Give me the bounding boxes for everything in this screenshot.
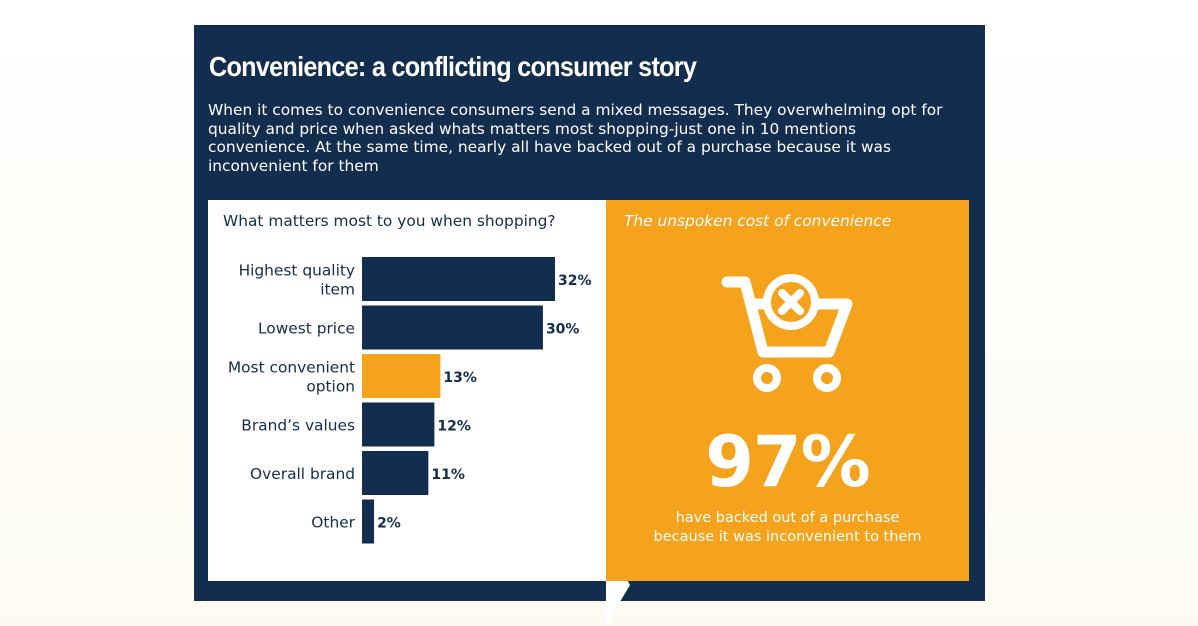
- value-label-4: 12%: [437, 419, 471, 435]
- callout-title: The unspoken cost of convenience: [624, 212, 892, 230]
- category-label-2-line-1: Lowest price: [258, 320, 355, 338]
- category-label-4-line-1: Brand’s values: [241, 417, 355, 435]
- category-label-6: Other: [311, 514, 355, 532]
- bar-1: [362, 257, 555, 301]
- bar-2: [362, 305, 543, 350]
- stat-caption-line-1: have backed out of a purchase: [675, 510, 900, 526]
- category-label-5-line-1: Overall brand: [250, 465, 355, 483]
- category-label-6-line-1: Other: [311, 514, 355, 532]
- category-label-3-line-1: Most convenient: [228, 359, 355, 377]
- value-label-6: 2%: [377, 516, 401, 532]
- chart-panel: What matters most to you when shopping? …: [208, 200, 630, 625]
- intro-paragraph: When it comes to convenience consumers s…: [208, 101, 943, 175]
- stat-caption-line-2: because it was inconvenient to them: [653, 529, 922, 545]
- category-label-5: Overall brand: [250, 465, 355, 483]
- value-label-2: 30%: [546, 322, 580, 338]
- value-label-5: 11%: [431, 467, 465, 483]
- bar-6: [362, 499, 375, 544]
- callout-panel: The unspoken cost of convenience 97% hav…: [606, 200, 969, 581]
- category-label-1-line-1: Highest quality: [239, 262, 355, 280]
- category-label-3: Most convenient option: [228, 359, 355, 396]
- big-stat: 97%: [705, 421, 871, 503]
- bar-3: [362, 354, 441, 398]
- bar-4: [362, 402, 435, 447]
- category-label-2: Lowest price: [258, 320, 355, 338]
- infographic-card: Convenience: a conflicting consumer stor…: [194, 25, 985, 625]
- stat-caption: have backed out of a purchase because it…: [606, 509, 969, 547]
- shopping-cart-cancel-icon: [721, 274, 853, 392]
- page-title: Convenience: a conflicting consumer stor…: [209, 51, 697, 82]
- chart-title: What matters most to you when shopping?: [223, 212, 556, 230]
- bar-5: [362, 451, 429, 495]
- bar-chart: 32% Highest quality item 30% Lowest price 13%…: [228, 257, 592, 544]
- category-label-4: Brand’s values: [241, 417, 355, 435]
- category-label-1-line-2: item: [320, 281, 355, 299]
- value-label-3: 13%: [443, 370, 477, 386]
- value-label-1: 32%: [558, 273, 592, 289]
- category-label-3-line-2: option: [306, 378, 355, 396]
- category-label-1: Highest quality item: [239, 262, 355, 299]
